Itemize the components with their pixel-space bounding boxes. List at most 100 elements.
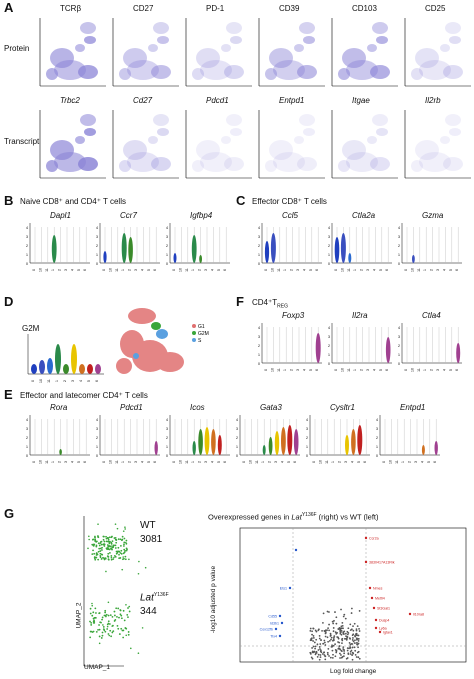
scatter-point xyxy=(104,609,107,612)
violin-cluster-label: 3 xyxy=(296,269,300,271)
violin-cluster-label: 1 xyxy=(191,269,195,271)
umap-cluster xyxy=(346,60,378,80)
violin-cluster-label: 11 xyxy=(45,460,49,464)
umap-cluster xyxy=(265,68,277,80)
volcano-point xyxy=(353,646,356,649)
violin-body xyxy=(421,445,425,455)
scatter-point xyxy=(107,601,110,604)
violin-y-tick: 4 xyxy=(96,226,98,230)
scatter-point xyxy=(126,613,129,616)
scatter-point xyxy=(104,630,107,633)
violin-y-tick: 1 xyxy=(328,253,330,257)
volcano-point xyxy=(335,622,338,625)
volcano-point xyxy=(345,635,347,638)
scatter-point xyxy=(93,556,96,559)
volcano-point xyxy=(331,649,334,652)
panel-f-title: CD4⁺TREG xyxy=(252,298,288,310)
violin-cluster-label: 1 xyxy=(283,369,287,371)
scatter-point xyxy=(97,542,100,545)
protein-row-label: Protein xyxy=(4,44,30,53)
violin-y-tick: 4 xyxy=(166,226,168,230)
violin-cluster-label: 10 xyxy=(108,460,112,464)
violin-y-tick: 0 xyxy=(258,362,260,366)
volcano-point xyxy=(312,645,315,648)
scatter-point xyxy=(89,612,92,615)
violin-cluster-label: 5 xyxy=(77,461,81,463)
violin-cluster-label: 4 xyxy=(302,369,306,371)
violin-body xyxy=(348,253,352,263)
volcano-point xyxy=(332,644,335,647)
volcano-point xyxy=(322,612,325,615)
violin-cluster-label: 4 xyxy=(442,369,446,371)
scatter-point xyxy=(105,570,107,573)
violin-y-tick: 0 xyxy=(166,454,168,458)
volcano-point xyxy=(354,635,356,637)
umap-cluster xyxy=(338,68,350,80)
volcano-point xyxy=(311,657,314,660)
umap-marker-transcript-1: Cd27 xyxy=(133,96,153,105)
scatter-point xyxy=(122,636,125,639)
violin-cluster-label: 5 xyxy=(309,269,313,271)
umap-cluster xyxy=(127,152,159,172)
scatter-point xyxy=(112,546,115,549)
scatter-point xyxy=(91,614,94,617)
violin-cluster-label: 0 xyxy=(102,269,106,271)
scatter-point xyxy=(123,537,126,540)
scatter-point xyxy=(119,609,122,612)
transcript-row-label: Transcript xyxy=(4,137,40,146)
scatter-point xyxy=(106,628,109,630)
umap-tile xyxy=(404,110,471,179)
umap-cluster xyxy=(54,60,86,80)
umap-cluster xyxy=(367,44,377,52)
violin-body xyxy=(121,233,127,263)
volcano-point xyxy=(355,634,358,636)
scatter-point xyxy=(124,526,126,528)
violin-y-tick: 1 xyxy=(398,353,400,357)
scatter-point xyxy=(99,555,102,557)
volcano-point xyxy=(358,657,361,660)
scatter-point xyxy=(125,541,127,544)
scatter-point xyxy=(91,631,94,633)
umap-cluster xyxy=(230,128,242,136)
volcano-point xyxy=(337,637,340,640)
volcano-point xyxy=(312,640,315,642)
volcano-point xyxy=(347,627,350,630)
violin-cluster-label: 10 xyxy=(270,368,274,372)
scatter-point xyxy=(92,611,95,614)
scatter-point xyxy=(102,624,104,626)
scatter-point xyxy=(137,572,140,575)
scatter-point xyxy=(113,556,115,559)
violin-y-tick: 1 xyxy=(376,445,378,449)
violin-y-tick: 3 xyxy=(258,235,260,239)
violin-cluster-label: 4 xyxy=(70,269,74,271)
volcano-point xyxy=(313,650,316,653)
volcano-point xyxy=(342,648,345,650)
volcano-point xyxy=(327,627,329,630)
violin-gene-label: Gzma xyxy=(422,211,444,220)
volcano-point xyxy=(353,642,356,644)
volcano-point xyxy=(331,644,333,647)
umap-cluster xyxy=(419,152,451,172)
scatter-point xyxy=(112,558,115,561)
umap-cluster xyxy=(269,140,293,160)
violin-y-tick: 2 xyxy=(398,344,400,348)
violin-y-tick: 4 xyxy=(398,326,400,330)
scatter-point xyxy=(109,614,112,617)
umap-cluster xyxy=(151,157,171,171)
scatter-point xyxy=(90,624,93,626)
violin-y-tick: 2 xyxy=(26,436,28,440)
violin-cluster-label: 4 xyxy=(372,269,376,271)
violin-cluster-label: 11 xyxy=(255,460,259,464)
scatter-point xyxy=(111,625,114,627)
scatter-point xyxy=(94,536,96,539)
scatter-point xyxy=(105,547,108,550)
scatter-point xyxy=(94,616,97,619)
violin-y-tick: 0 xyxy=(398,262,400,266)
scatter-point xyxy=(91,602,93,605)
scatter-point xyxy=(122,556,124,558)
violin-cluster-label: 6 xyxy=(433,461,437,463)
violin-y-tick: 4 xyxy=(96,418,98,422)
scatter-point xyxy=(100,558,103,560)
